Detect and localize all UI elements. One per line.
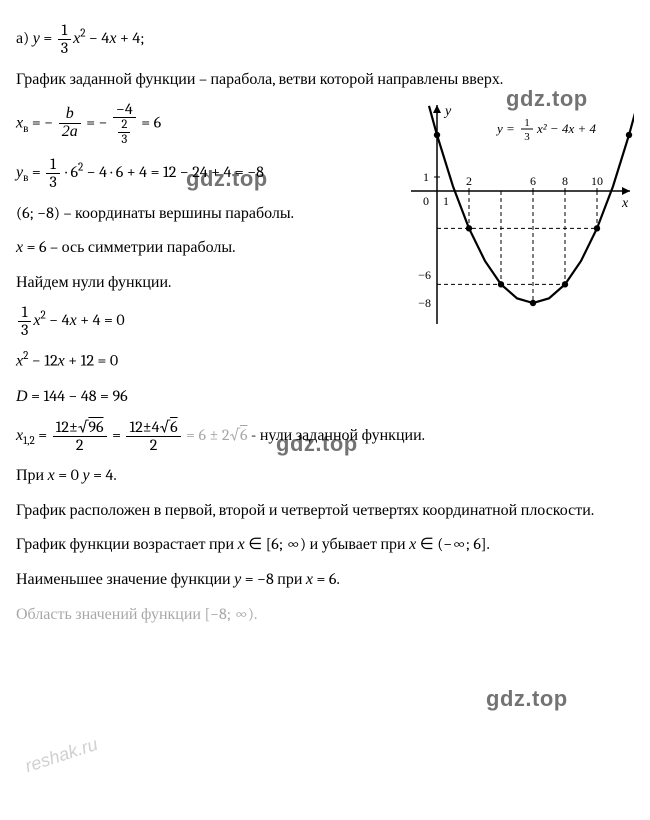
svg-text:1: 1	[443, 194, 449, 208]
min-value: Наименьшее значение функции y = −8 при x…	[16, 567, 634, 592]
svg-text:y =: y =	[495, 121, 515, 136]
svg-text:2: 2	[466, 174, 472, 188]
roots: x1,2 = 12±√962 = 12±4√62 = 6 ± 2√6 - нул…	[16, 419, 634, 454]
svg-text:6: 6	[530, 174, 536, 188]
svg-text:x² − 4x + 4: x² − 4x + 4	[536, 121, 596, 136]
svg-text:0: 0	[423, 194, 429, 208]
svg-text:−6: −6	[418, 268, 431, 282]
svg-text:3: 3	[524, 131, 530, 143]
parabola-chart: 268101−6−801yxy = 13x² − 4x + 4	[409, 101, 634, 333]
svg-text:8: 8	[562, 174, 568, 188]
equation-a: а) y = 13x2 − 4x + 4;	[16, 22, 634, 57]
description-1: График заданной функции – парабола, ветв…	[16, 67, 634, 91]
svg-text:y: y	[443, 104, 452, 119]
watermark-4: gdz.top	[486, 682, 568, 715]
svg-text:x: x	[621, 196, 629, 211]
svg-text:1: 1	[524, 117, 530, 129]
watermark-reshak: reshak.ru	[22, 731, 102, 780]
discriminant: D = 144 − 48 = 96	[16, 384, 634, 409]
svg-text:−8: −8	[418, 296, 431, 310]
svg-text:1: 1	[423, 170, 429, 184]
range: Область значений функции [−8; ∞).	[16, 602, 634, 626]
at-zero: При x = 0 y = 4.	[16, 463, 634, 488]
quadrants: График расположен в первой, второй и чет…	[16, 498, 634, 522]
eq-zeros-2: x2 − 12x + 12 = 0	[16, 348, 634, 373]
monotonicity: График функции возрастает при x ∈ [6; ∞)…	[16, 532, 634, 557]
svg-text:10: 10	[591, 174, 603, 188]
